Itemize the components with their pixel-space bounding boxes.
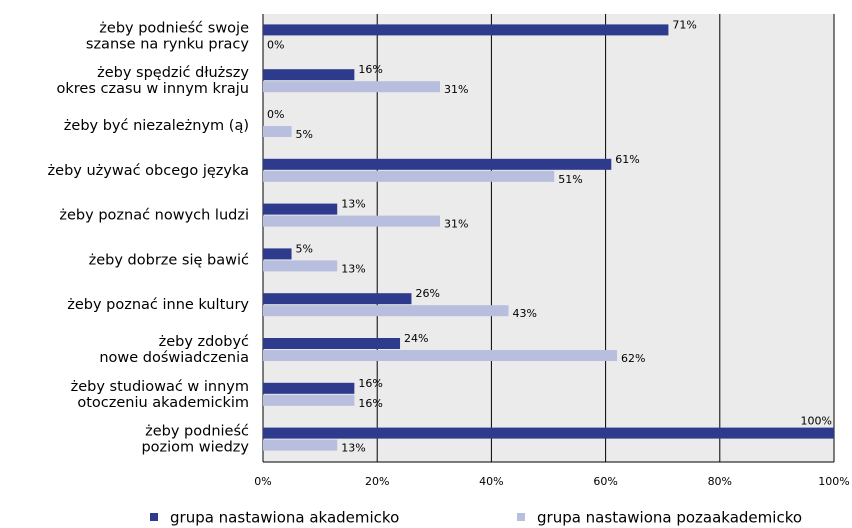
bar [263,81,441,93]
y-tick-label: żeby dobrze się bawić [89,252,249,268]
value-label: 62% [621,352,645,365]
x-tick-label: 40% [479,475,503,488]
value-label: 61% [615,153,639,166]
value-label: 0% [267,108,284,121]
bar [263,170,555,182]
legend-swatch [517,513,525,521]
bar [263,126,292,137]
value-label: 13% [341,198,365,211]
bar [263,203,338,215]
value-label: 31% [444,83,468,96]
value-label: 71% [672,18,696,31]
bar [263,69,355,81]
legend-label: grupa nastawiona akademicko [170,509,399,527]
x-tick-label: 60% [593,475,617,488]
x-tick-label: 80% [708,475,732,488]
x-tick-label: 100% [818,475,849,488]
bar [263,338,401,349]
y-tick-label: żeby używać obcego języka [48,163,249,179]
bar [263,305,509,317]
bar [263,427,834,439]
legend-swatch [150,513,158,521]
value-label: 16% [358,377,382,390]
y-tick-label: żeby zdobyć nowe doświadczenia [99,334,249,366]
y-tick-label: żeby podnieść poziom wiedzy [141,424,249,456]
bar [263,158,612,170]
value-label: 100% [801,415,832,428]
y-tick-label: żeby studiować w innym otoczeniu akademic… [71,379,249,411]
value-label: 24% [404,332,428,345]
y-tick-label: żeby poznać inne kultury [67,297,249,313]
legend-label: grupa nastawiona pozaakademicko [537,509,802,527]
value-label: 5% [296,128,313,141]
bar [263,394,355,406]
bar [263,350,618,361]
value-label: 0% [267,38,284,51]
value-label: 13% [341,442,365,455]
y-tick-label: żeby poznać nowych ludzi [59,208,249,224]
bar [263,260,338,272]
value-label: 31% [444,218,468,231]
y-tick-label: żeby podnieść swoje szanse na rynku pracy [86,20,250,52]
x-tick-label: 0% [254,475,271,488]
x-tick-label: 20% [365,475,389,488]
value-label: 5% [296,242,313,255]
y-tick-label: żeby spędzić dłuższy okres czasu w innym … [57,65,250,97]
value-label: 51% [558,173,582,186]
value-label: 16% [358,63,382,76]
value-label: 16% [358,397,382,410]
value-label: 13% [341,262,365,275]
value-label: 43% [513,307,537,320]
bar [263,439,338,451]
bar [263,215,441,227]
bar [263,382,355,394]
y-tick-label: żeby być niezależnym (ą) [64,118,249,134]
bar [263,293,412,305]
bar [263,248,292,260]
value-label: 26% [415,287,439,300]
bar [263,24,669,36]
